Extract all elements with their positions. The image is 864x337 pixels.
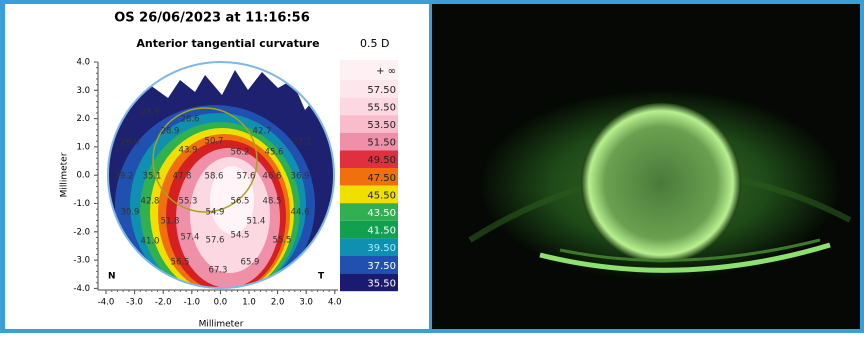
x-tick-label: -1.0 — [184, 298, 201, 308]
subtitle: Anterior tangential curvature — [136, 37, 319, 50]
legend-label: 43.50 — [367, 208, 396, 219]
legend-label: 51.50 — [367, 138, 396, 149]
map-value: 26.9 — [121, 138, 140, 148]
map-value: 51.4 — [247, 217, 266, 227]
map-value: 56.5 — [231, 197, 250, 207]
legend-label: + ∞ — [376, 66, 396, 77]
map-value: 51.8 — [161, 217, 180, 227]
legend-label: 55.50 — [367, 102, 396, 113]
map-value: 28.9 — [161, 127, 180, 137]
legend-label: 47.50 — [367, 173, 396, 184]
figure: OS 26/06/2023 at 11:16:56 Anterior tange… — [0, 0, 864, 333]
map-value: 25.9 — [141, 108, 160, 118]
map-value: 54.9 — [206, 208, 225, 218]
map-value: 47.8 — [173, 172, 192, 182]
legend-label: 53.50 — [367, 120, 396, 131]
map-value: 27.1 — [293, 138, 312, 148]
map-value: 55.5 — [273, 236, 292, 246]
map-value: 56.2 — [231, 148, 250, 158]
legend-label: 57.50 — [367, 85, 396, 96]
map-value: 65.9 — [241, 258, 260, 268]
y-tick-label: -1.0 — [73, 199, 90, 209]
map-value: 36.9 — [291, 172, 310, 182]
legend-label: 37.50 — [367, 261, 396, 272]
x-tick-label: 0.0 — [214, 298, 228, 308]
legend-label: 39.50 — [367, 243, 396, 254]
map-value: 67.3 — [209, 266, 228, 276]
map-value: 57.4 — [181, 233, 200, 243]
legend-label: 35.50 — [367, 278, 396, 289]
title: OS 26/06/2023 at 11:16:56 — [114, 11, 310, 26]
y-tick-label: 0.0 — [76, 171, 90, 181]
x-tick-label: -2.0 — [155, 298, 172, 308]
map-value: 55.3 — [179, 197, 198, 207]
x-tick-label: 1.0 — [242, 298, 256, 308]
y-tick-label: 1.0 — [76, 142, 90, 152]
map-value: 44.6 — [291, 208, 310, 218]
step: 0.5 D — [360, 37, 389, 50]
map-value: 58.6 — [205, 172, 224, 182]
x-tick-label: -4.0 — [98, 298, 115, 308]
map-value: 29.2 — [115, 172, 134, 182]
legend-label: 45.50 — [367, 190, 396, 201]
map-value: 56.5 — [171, 258, 190, 268]
x-tick-label: -3.0 — [126, 298, 143, 308]
y-tick-label: 3.0 — [76, 86, 90, 96]
y-axis-label: Millimeter — [60, 152, 70, 197]
legend-label: 49.50 — [367, 155, 396, 166]
y-tick-label: -2.0 — [73, 227, 90, 237]
map-value: 57.6 — [237, 172, 256, 182]
map-value: 57.6 — [206, 236, 225, 246]
map-value: 48.5 — [263, 197, 282, 207]
x-tick-label: 2.0 — [271, 298, 285, 308]
page: {"left_panel":{"title":"OS 26/06/2023 at… — [0, 0, 864, 333]
x-axis-label: Millimeter — [199, 320, 244, 330]
map-value: 30.9 — [121, 208, 140, 218]
map-value: 45.6 — [265, 148, 284, 158]
map-value: 42.8 — [141, 197, 160, 207]
legend-label: 41.50 — [367, 226, 396, 237]
map-value: 42.7 — [253, 127, 272, 137]
map-value: 28.6 — [181, 115, 200, 125]
temporal-label: T — [318, 272, 325, 282]
map-value: 41.0 — [141, 237, 160, 247]
x-tick-label: 4.0 — [328, 298, 342, 308]
map-value: 43.9 — [179, 146, 198, 156]
map-value: 54.5 — [231, 231, 250, 241]
y-tick-label: -4.0 — [73, 284, 90, 294]
y-tick-label: -3.0 — [73, 256, 90, 266]
map-value: 46.6 — [263, 172, 282, 182]
map-value: 50.7 — [205, 137, 224, 147]
x-tick-label: 3.0 — [299, 298, 313, 308]
y-tick-label: 4.0 — [76, 58, 90, 68]
map-value: 35.1 — [143, 172, 162, 182]
y-tick-label: 2.0 — [76, 114, 90, 124]
nasal-label: N — [108, 272, 116, 282]
